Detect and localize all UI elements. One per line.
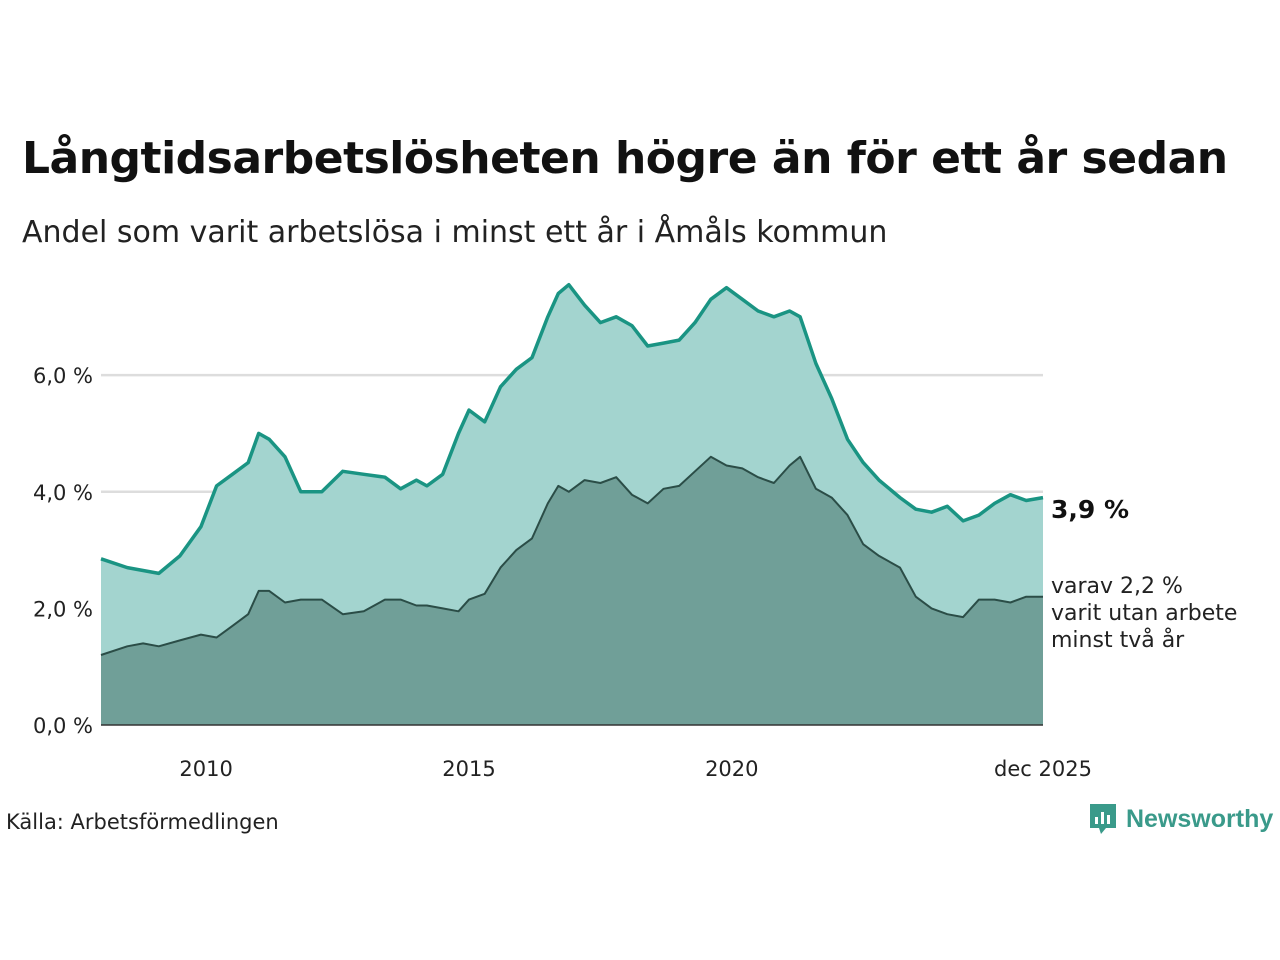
total-value-label: 3,9 % bbox=[1051, 495, 1129, 524]
chart-subtitle: Andel som varit arbetslösa i minst ett å… bbox=[22, 215, 888, 250]
line-two-year bbox=[100, 455, 1043, 656]
two-year-label-line1: varav 2,2 % bbox=[1051, 574, 1183, 599]
brand-name: Newsworthy bbox=[1126, 804, 1274, 833]
area-two-year bbox=[101, 456, 1043, 725]
y-tick-label: 4,0 % bbox=[33, 481, 93, 505]
x-tick-label: 2020 bbox=[705, 757, 758, 781]
line-total bbox=[100, 282, 1044, 576]
x-tick-label: 2010 bbox=[179, 757, 232, 781]
x-tick-label: 2015 bbox=[442, 757, 495, 781]
x-tick-label: dec 2025 bbox=[994, 757, 1092, 781]
y-tick-label: 6,0 % bbox=[33, 364, 93, 388]
two-year-label-line2: varit utan arbete bbox=[1051, 601, 1237, 626]
newsworthy-logo: Newsworthy bbox=[1088, 802, 1273, 836]
y-tick-label: 0,0 % bbox=[33, 714, 93, 738]
chart-title: Långtidsarbetslösheten högre än för ett … bbox=[22, 133, 1228, 184]
two-year-label-line3: minst två år bbox=[1051, 627, 1185, 653]
source-note: Källa: Arbetsförmedlingen bbox=[6, 810, 279, 834]
y-tick-label: 2,0 % bbox=[33, 597, 93, 621]
newsworthy-icon bbox=[1090, 804, 1116, 834]
